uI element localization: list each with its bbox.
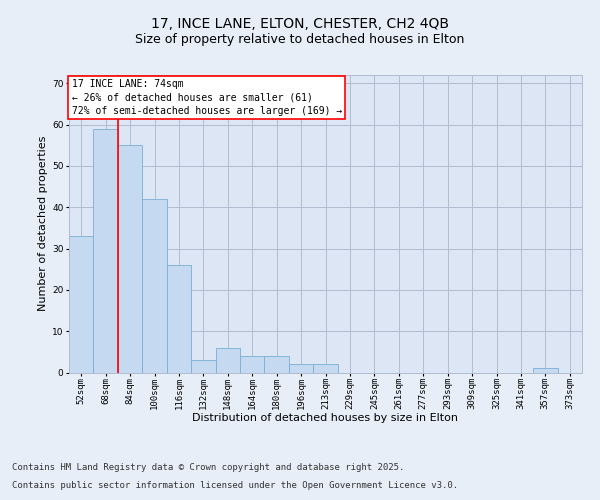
Bar [289, 364, 313, 372]
Bar [313, 364, 338, 372]
X-axis label: Distribution of detached houses by size in Elton: Distribution of detached houses by size … [193, 413, 458, 423]
Bar [142, 199, 167, 372]
Bar [69, 236, 94, 372]
Text: Contains HM Land Registry data © Crown copyright and database right 2025.: Contains HM Land Registry data © Crown c… [12, 464, 404, 472]
Bar [167, 265, 191, 372]
Text: 17, INCE LANE, ELTON, CHESTER, CH2 4QB: 17, INCE LANE, ELTON, CHESTER, CH2 4QB [151, 18, 449, 32]
Bar [240, 356, 265, 372]
Bar [533, 368, 557, 372]
Bar [118, 145, 142, 372]
Text: Size of property relative to detached houses in Elton: Size of property relative to detached ho… [136, 32, 464, 46]
Bar [191, 360, 215, 372]
Y-axis label: Number of detached properties: Number of detached properties [38, 136, 48, 312]
Bar [215, 348, 240, 372]
Text: 17 INCE LANE: 74sqm
← 26% of detached houses are smaller (61)
72% of semi-detach: 17 INCE LANE: 74sqm ← 26% of detached ho… [71, 80, 342, 116]
Bar [94, 128, 118, 372]
Bar [265, 356, 289, 372]
Text: Contains public sector information licensed under the Open Government Licence v3: Contains public sector information licen… [12, 481, 458, 490]
